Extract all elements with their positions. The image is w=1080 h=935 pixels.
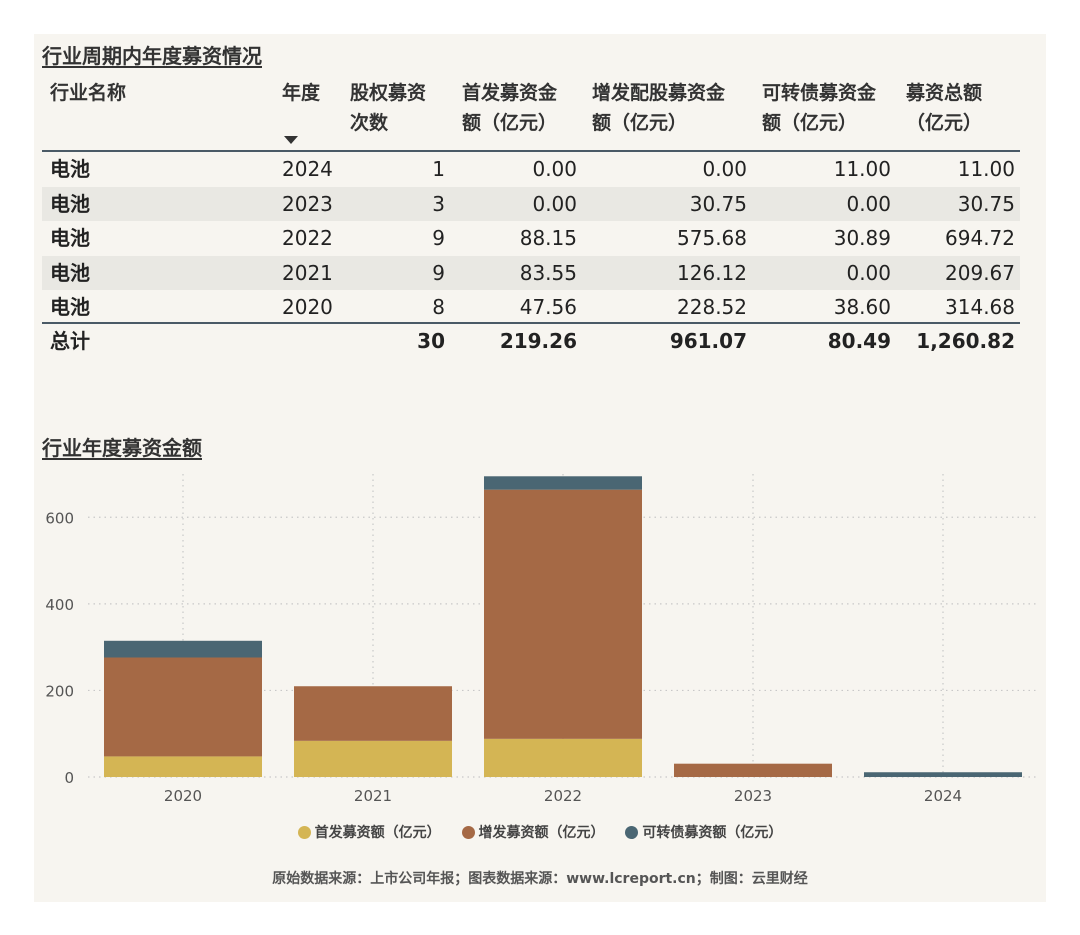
cell-conv: 0.00: [846, 191, 891, 216]
cell-add: 228.52: [677, 295, 747, 320]
legend-label-conv: 可转债募资额（亿元）: [642, 825, 783, 841]
header-total: 募资总额 （亿元）: [906, 82, 983, 134]
x-tick-label: 2021: [354, 787, 392, 805]
y-tick-label: 200: [45, 682, 74, 700]
legend-item-add: 增发募资额（亿元）: [461, 822, 605, 842]
cell-conv: 30.89: [833, 226, 891, 251]
table-row: 电池 2021 9 83.55 126.12 0.00 209.67: [42, 255, 1020, 290]
totals-ipo: 219.26: [499, 329, 577, 353]
y-tick-label: 0: [64, 769, 74, 787]
cell-total: 694.72: [945, 226, 1015, 251]
cell-ipo: 88.15: [519, 226, 577, 251]
bar-segment-2022-1: [484, 489, 642, 739]
y-tick-label: 400: [45, 596, 74, 614]
cell-add: 0.00: [702, 157, 747, 181]
chart-title: 行业年度募资金额: [42, 436, 202, 460]
table-header: 行业名称 年度 股权募资 次数 首发募资金 额（亿元） 增发配股募资金 额（亿元） 可…: [34, 74, 1020, 150]
table-row: 电池 2024 1 0.00 0.00 11.00 11.00: [42, 152, 1020, 186]
table-row: 电池 2022 9 88.15 575.68 30.89 694.72: [42, 221, 1020, 255]
bar-segment-2022-2: [484, 476, 642, 490]
header-divider: [42, 150, 1020, 152]
cell-count: 9: [432, 226, 445, 251]
header-ipo: 首发募资金 额（亿元）: [462, 82, 558, 134]
cell-count: 8: [432, 295, 445, 320]
header-count: 股权募资 次数: [350, 82, 427, 134]
table-title: 行业周期内年度募资情况: [42, 44, 262, 68]
cell-name: 电池: [50, 191, 90, 216]
bar-segment-2020-1: [104, 657, 262, 757]
totals-total: 1,260.82: [916, 329, 1015, 353]
cell-count: 9: [432, 260, 445, 285]
header-add: 增发配股募资金 额（亿元）: [592, 82, 726, 134]
totals-count: 30: [417, 329, 445, 353]
cell-ipo: 47.56: [519, 295, 577, 320]
legend-item-ipo: 首发募资额（亿元）: [297, 822, 441, 842]
x-tick-label: 2024: [924, 787, 962, 805]
cell-conv: 0.00: [846, 260, 891, 285]
cell-ipo: 0.00: [532, 157, 577, 181]
cell-name: 电池: [50, 295, 90, 320]
totals-divider: [42, 322, 1020, 324]
x-tick-label: 2020: [164, 787, 202, 805]
header-year[interactable]: 年度: [282, 82, 321, 104]
cell-ipo: 0.00: [532, 191, 577, 216]
cell-year: 2024: [282, 157, 333, 181]
source-note: 原始数据来源：上市公司年报；图表数据来源：www.lcreport.cn；制图：…: [272, 871, 808, 887]
header-conv: 可转债募资金 额（亿元）: [762, 82, 877, 134]
cell-total: 314.68: [945, 295, 1015, 320]
cell-year: 2023: [282, 191, 333, 216]
table-row: 电池 2020 8 47.56 228.52 38.60 314.68: [42, 290, 1020, 324]
cell-add: 126.12: [677, 260, 747, 285]
cell-add: 30.75: [689, 191, 747, 216]
legend-label-add: 增发募资额（亿元）: [478, 825, 605, 841]
report-panel: 行业周期内年度募资情况 行业名称 年度 股权募资 次数 首发募资金 额（亿元） 增发…: [34, 34, 1046, 902]
x-tick-label: 2023: [734, 787, 772, 805]
cell-add: 575.68: [677, 226, 747, 251]
cell-conv: 38.60: [833, 295, 891, 320]
bar-segment-2020-0: [104, 756, 262, 777]
bar-segment-2021-0: [294, 740, 452, 777]
header-name: 行业名称: [50, 82, 127, 104]
bar-segment-2024-2: [864, 772, 1022, 777]
legend-item-conv: 可转债募资额（亿元）: [625, 822, 782, 842]
cell-count: 3: [432, 191, 445, 216]
sort-desc-icon[interactable]: [284, 136, 298, 144]
x-tick-label: 2022: [544, 787, 582, 805]
totals-conv: 80.49: [827, 329, 891, 353]
bar-segment-2020-2: [104, 640, 262, 658]
chart-legend: 首发募资额（亿元） 增发募资额（亿元） 可转债募资额（亿元）: [34, 822, 1046, 842]
cell-year: 2021: [282, 260, 333, 285]
totals-label: 总计: [50, 329, 90, 353]
totals-add: 961.07: [669, 329, 747, 353]
cell-conv: 11.00: [833, 157, 891, 181]
cell-total: 30.75: [957, 191, 1015, 216]
y-tick-label: 600: [45, 509, 74, 527]
cell-name: 电池: [50, 157, 90, 181]
legend-swatch-ipo: [297, 826, 311, 839]
bar-segment-2021-1: [294, 686, 452, 741]
cell-total: 209.67: [945, 260, 1015, 285]
stacked-bar-chart: 0 200 400 600 2020 2021 2022 2023 2024: [45, 474, 1038, 805]
cell-year: 2022: [282, 226, 333, 251]
legend-swatch-add: [461, 826, 475, 839]
cell-count: 1: [432, 157, 445, 181]
bar-segment-2022-0: [484, 738, 642, 777]
bar-segment-2023-1: [674, 763, 832, 777]
legend-label-ipo: 首发募资额（亿元）: [314, 825, 441, 841]
cell-total: 11.00: [957, 157, 1015, 181]
totals-row: 总计 30 219.26 961.07 80.49 1,260.82: [42, 324, 1020, 358]
cell-year: 2020: [282, 295, 333, 320]
table-row: 电池 2023 3 0.00 30.75 0.00 30.75: [42, 186, 1020, 221]
cell-ipo: 83.55: [519, 260, 577, 285]
legend-swatch-conv: [625, 826, 639, 839]
cell-name: 电池: [50, 260, 90, 285]
cell-name: 电池: [50, 226, 90, 251]
